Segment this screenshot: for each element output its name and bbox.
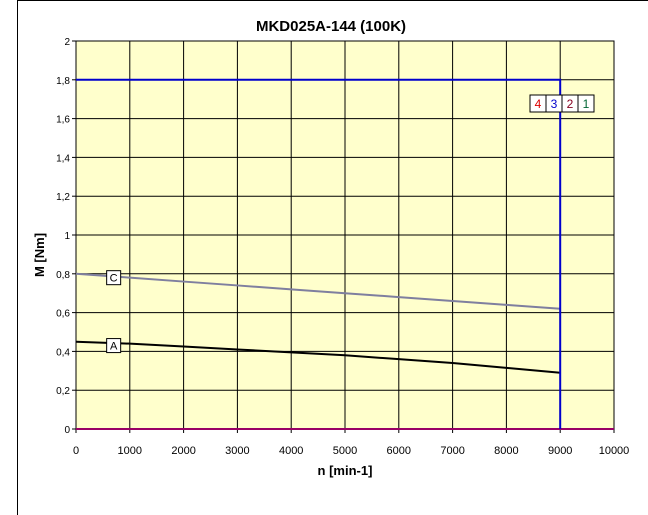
- curve-label: C: [110, 273, 118, 285]
- y-tick-label: 0,2: [56, 386, 70, 397]
- y-tick-label: 1,6: [56, 115, 70, 126]
- x-tick-label: 1000: [118, 445, 142, 457]
- curve-label: A: [110, 341, 118, 353]
- series-line-C: [75, 272, 561, 310]
- series-line-limit: [76, 78, 562, 429]
- y-tick-label: 0: [64, 425, 70, 436]
- legend-cell: [577, 94, 595, 113]
- x-tick-label: 4000: [279, 445, 303, 457]
- y-tick-label: 0,4: [56, 347, 70, 358]
- y-axis-label: M [Nm]: [32, 233, 47, 277]
- y-tick-label: 0,8: [56, 270, 70, 281]
- plot-area: 0 1000 2000 3000 4000 5000 6000 7000 8000 9000 100…: [56, 37, 629, 457]
- x-tick-label: 8000: [494, 445, 518, 457]
- page-frame-top: [17, 0, 648, 1]
- chart-title: MKD025A-144 (100K): [256, 18, 406, 35]
- page-frame-left: [0, 0, 18, 515]
- y-tick-label: 2: [64, 37, 70, 48]
- y-tick-label: 0,6: [56, 309, 70, 320]
- curve-label-box: [106, 338, 122, 354]
- x-tick-label: 9000: [548, 445, 572, 457]
- series-line-A: [75, 340, 561, 374]
- y-tick-label: 1: [64, 231, 70, 242]
- x-tick-label: 3000: [225, 445, 249, 457]
- x-tick-label: 2000: [171, 445, 195, 457]
- x-tick-label: 0: [73, 445, 79, 457]
- curve-label-box: [106, 270, 122, 286]
- x-tick-label: 10000: [599, 445, 630, 457]
- legend-item: 2: [567, 97, 574, 111]
- x-tick-label: 5000: [333, 445, 357, 457]
- y-tick-label: 1,2: [56, 192, 70, 203]
- legend-item: 3: [551, 97, 558, 111]
- x-tick-label: 7000: [440, 445, 464, 457]
- legend-item: 1: [583, 97, 590, 111]
- legend-item: 4: [535, 97, 542, 111]
- x-tick-label: 6000: [387, 445, 411, 457]
- x-axis-label: n [min-1]: [318, 463, 373, 478]
- y-tick-label: 1,4: [56, 153, 70, 164]
- y-tick-label: 1,8: [56, 76, 70, 87]
